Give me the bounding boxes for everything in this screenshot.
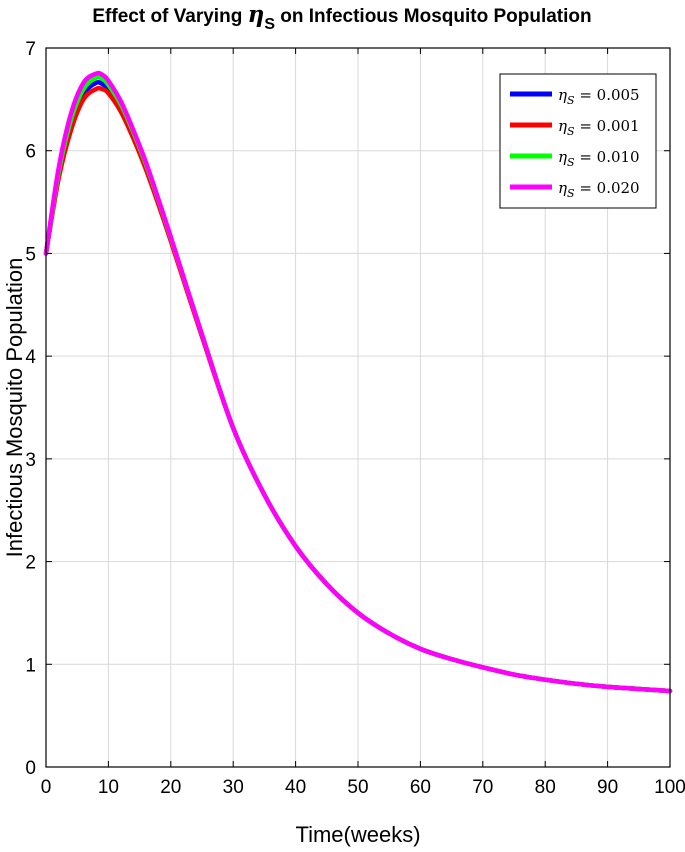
legend-label: ηS = 0.010 <box>558 148 640 169</box>
x-tick-label: 10 <box>98 777 119 798</box>
axis-ticks: 0 10 20 30 40 50 60 70 80 90 100 0 1 2 3 4 5 6 7 <box>25 39 685 798</box>
x-tick-label: 50 <box>347 777 368 798</box>
y-tick-label: 1 <box>25 655 36 676</box>
y-tick-label: 5 <box>25 244 36 265</box>
x-tick-label: 70 <box>472 777 493 798</box>
y-tick-label: 6 <box>25 142 36 163</box>
chart-title: Effect of Varying ηS on Infectious Mosqu… <box>92 1 591 33</box>
legend: ηS = 0.005 ηS = 0.001 ηS = 0.010 ηS = 0.020 <box>499 73 657 209</box>
y-tick-label: 2 <box>25 553 36 574</box>
x-tick-label: 20 <box>160 777 181 798</box>
y-tick-label: 4 <box>25 347 36 368</box>
legend-label: ηS = 0.001 <box>558 117 640 138</box>
legend-label: ηS = 0.020 <box>558 179 640 200</box>
series-lines <box>43 70 673 694</box>
y-axis-title: Infectious Mosquito Population <box>2 258 27 558</box>
series-line-0.020 <box>43 70 673 694</box>
x-axis-title: Time(weeks) <box>295 822 420 847</box>
chart-title-prefix: Effect of Varying <box>92 6 247 27</box>
y-tick-label: 7 <box>25 39 36 60</box>
x-tick-label: 80 <box>535 777 556 798</box>
legend-label: ηS = 0.005 <box>558 86 640 107</box>
y-tick-label: 0 <box>25 758 36 779</box>
x-tick-label: 60 <box>410 777 431 798</box>
chart-title-suffix: on Infectious Mosquito Population <box>275 6 592 27</box>
y-tick-label: 3 <box>25 450 36 471</box>
chart-title-symbol: η <box>248 1 265 28</box>
x-tick-label: 0 <box>41 777 52 798</box>
x-tick-label: 90 <box>597 777 618 798</box>
chart-title-subscript: S <box>264 16 275 33</box>
x-tick-label: 30 <box>223 777 244 798</box>
x-tick-label: 40 <box>285 777 306 798</box>
x-tick-label: 100 <box>654 777 685 798</box>
